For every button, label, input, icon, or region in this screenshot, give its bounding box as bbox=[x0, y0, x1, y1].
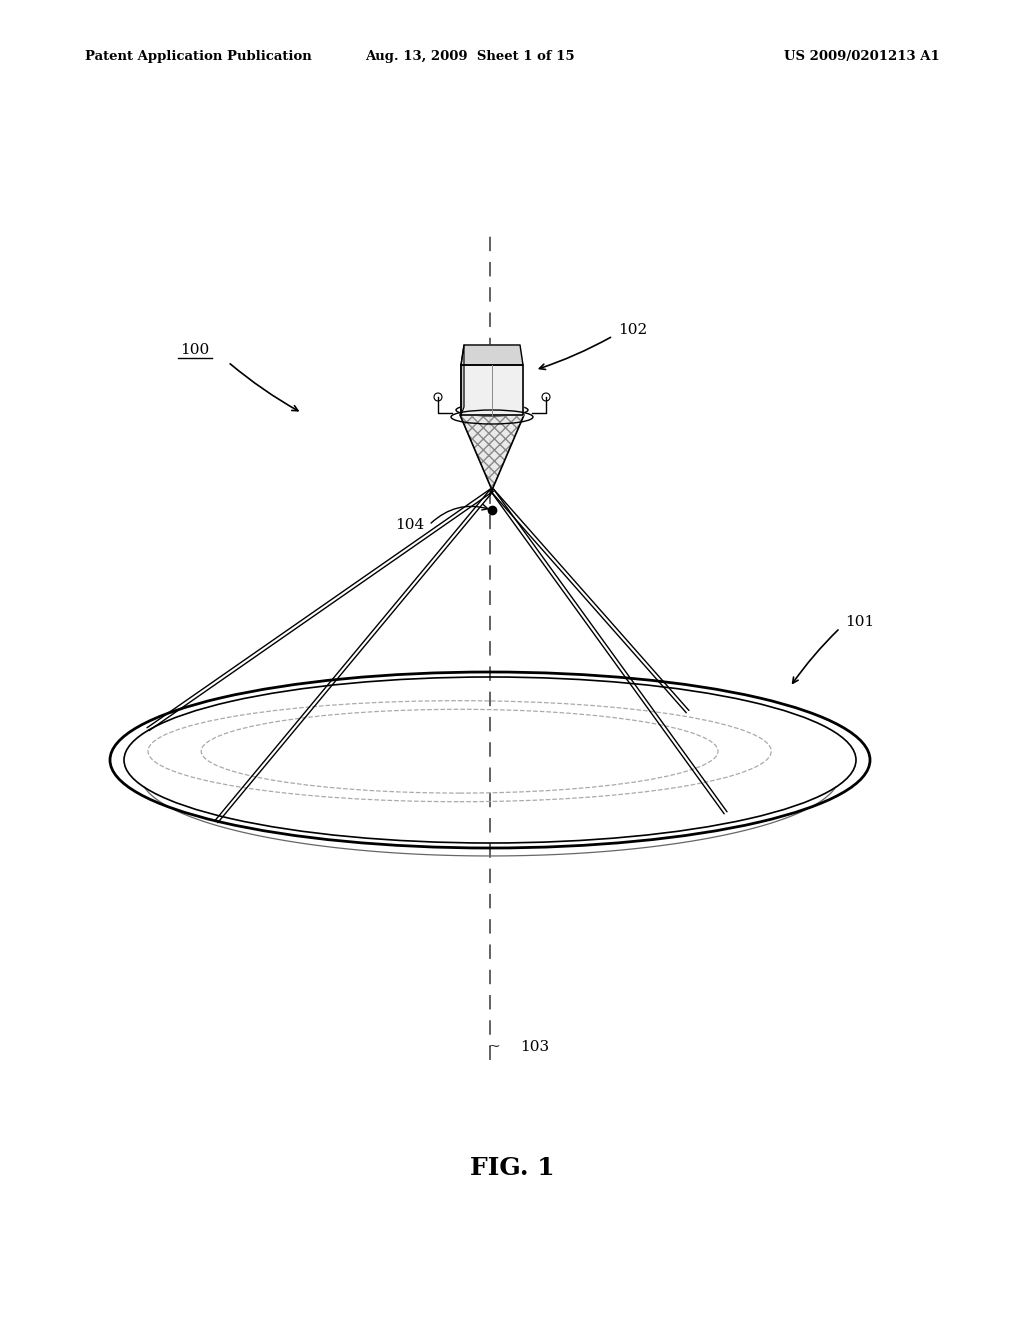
Text: ~: ~ bbox=[487, 1040, 501, 1053]
Polygon shape bbox=[461, 366, 523, 414]
Polygon shape bbox=[461, 345, 523, 366]
Text: 101: 101 bbox=[845, 615, 874, 630]
Text: US 2009/0201213 A1: US 2009/0201213 A1 bbox=[784, 50, 940, 63]
Text: Patent Application Publication: Patent Application Publication bbox=[85, 50, 311, 63]
Polygon shape bbox=[461, 345, 464, 414]
Text: 104: 104 bbox=[394, 517, 424, 532]
Text: FIG. 1: FIG. 1 bbox=[470, 1156, 554, 1180]
Text: Aug. 13, 2009  Sheet 1 of 15: Aug. 13, 2009 Sheet 1 of 15 bbox=[366, 50, 574, 63]
Polygon shape bbox=[460, 414, 524, 490]
Text: 103: 103 bbox=[520, 1040, 549, 1053]
Text: 102: 102 bbox=[618, 323, 647, 337]
Text: 100: 100 bbox=[180, 343, 210, 356]
